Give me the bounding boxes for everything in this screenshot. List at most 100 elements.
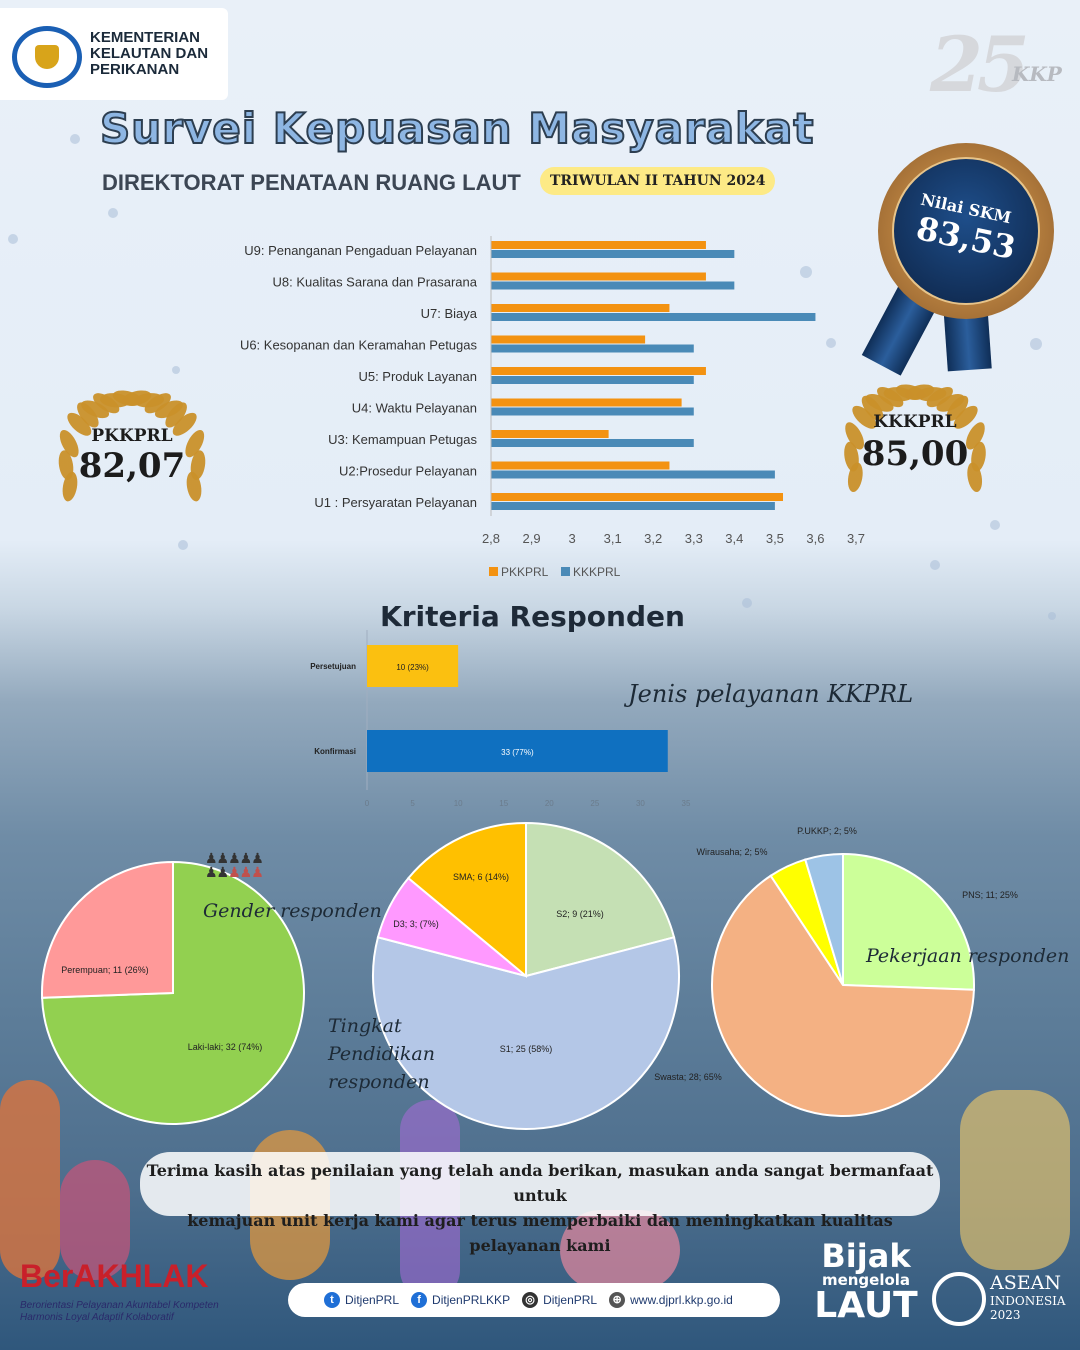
decor-bubble: [178, 540, 188, 550]
decor-bubble: [826, 338, 836, 348]
bar-pkkprl: [491, 461, 670, 470]
category-label: Konfirmasi: [314, 747, 356, 756]
facebook-link[interactable]: f DitjenPRLKKP: [411, 1292, 510, 1308]
pkkprl-laurel: PKKPRL 82,07: [42, 378, 222, 538]
x-tick-label: 3: [568, 531, 575, 546]
laurel-leaf: [77, 402, 99, 428]
data-label: SMA; 6 (14%): [453, 872, 509, 882]
x-tick-label: 3,5: [766, 531, 784, 546]
coral-decor: [0, 1080, 60, 1280]
laurel-leaf: [916, 387, 947, 402]
category-label: U4: Waktu Pelayanan: [352, 401, 477, 416]
kkkprl-value: 85,00: [861, 434, 969, 474]
bijak-mengelola-laut-logo: Bijak mengelola LAUT: [814, 1237, 918, 1326]
education-annotation: Tingkat Pendidikan responden: [328, 1015, 435, 1093]
laurel-leaf: [190, 450, 206, 481]
decor-bubble: [742, 598, 752, 608]
data-label: S1; 25 (58%): [500, 1044, 553, 1054]
bar: [367, 730, 668, 772]
pie-slice: [372, 936, 680, 1130]
laurel-leaf: [59, 429, 79, 458]
bar-pkkprl: [491, 272, 706, 281]
bar-pkkprl: [491, 335, 646, 344]
instagram-link[interactable]: ◎ DitjenPRL: [522, 1292, 597, 1308]
data-label: Laki-laki; 32 (74%): [188, 1042, 263, 1052]
decor-bubble: [1048, 612, 1056, 620]
data-label: Wirausaha; 2; 5%: [696, 847, 767, 857]
bar: [367, 645, 459, 687]
data-label: Perempuan; 11 (26%): [61, 965, 148, 975]
category-label: U2:Prosedur Pelayanan: [339, 464, 477, 479]
ministry-name: KEMENTERIAN KELAUTAN DAN PERIKANAN: [90, 29, 209, 78]
pie-slice: [804, 852, 844, 986]
bar-kkkprl: [491, 470, 775, 479]
bar-pkkprl: [491, 367, 706, 375]
laurel-leaf: [58, 450, 74, 481]
data-label: P.UKKP; 2; 5%: [797, 826, 857, 836]
website-link[interactable]: ⊕ www.djprl.kkp.go.id: [609, 1292, 733, 1308]
legend-swatch-pkkprl: [489, 567, 498, 576]
bar-kkkprl: [491, 250, 735, 258]
ministry-logo: KEMENTERIAN KELAUTAN DAN PERIKANAN: [0, 8, 228, 100]
x-tick-label: 15: [499, 799, 508, 808]
laurel-leaf: [936, 394, 965, 412]
x-tick-label: 3,4: [725, 531, 743, 546]
bar-kkkprl: [491, 344, 694, 353]
bar-pkkprl: [491, 304, 670, 312]
decor-bubble: [1030, 338, 1042, 350]
laurel-leaf: [877, 386, 904, 408]
page-title: Survei Kepuasan Masyarakat: [99, 103, 815, 154]
bar-kkkprl: [491, 407, 694, 416]
laurel-leaf: [112, 390, 143, 406]
laurel-leaf: [895, 384, 926, 400]
laurel-leaf: [845, 422, 864, 450]
x-tick-label: 3,7: [847, 531, 865, 546]
coral-decor: [60, 1160, 130, 1280]
respondent-pie-charts: Laki-laki; 32 (74%) Perempuan; 11 (26%) S2…: [41, 821, 1018, 1130]
x-tick-label: 3,1: [604, 531, 622, 546]
x-tick-label: 3,6: [806, 531, 824, 546]
bar-pkkprl: [491, 493, 783, 501]
gender-annotation: Gender responden: [203, 900, 382, 922]
laurel-leaf: [861, 395, 884, 421]
twitter-link[interactable]: t DitjenPRL: [324, 1292, 399, 1308]
x-tick-label: 3,2: [644, 531, 662, 546]
category-label: U6: Kesopanan dan Keramahan Petugas: [240, 338, 478, 353]
decor-bubble: [172, 366, 180, 374]
service-type-annotation: Jenis pelayanan KKPRL: [628, 680, 914, 708]
bar-pkkprl: [491, 398, 682, 407]
people-icon: ♟♟♟♟♟ ♟♟♟♟♟: [205, 851, 264, 881]
x-tick-label: 20: [545, 799, 554, 808]
legend-label: KKKPRL: [573, 565, 621, 579]
thank-you-message: Terima kasih atas penilaian yang telah a…: [140, 1152, 940, 1255]
data-label: PNS; 11; 25%: [962, 890, 1018, 900]
pie-slice: [41, 860, 174, 999]
pie-slice: [525, 821, 676, 978]
decor-bubble: [70, 134, 80, 144]
berakhlak-logo: BerAKHLAK: [20, 1258, 209, 1294]
x-tick-label: 5: [410, 799, 415, 808]
category-label: Persetujuan: [310, 662, 356, 671]
social-media-bar: t DitjenPRL f DitjenPRLKKP ◎ DitjenPRL ⊕ www…: [288, 1283, 780, 1317]
laurel-wreath-icon: [58, 390, 206, 502]
coral-decor: [960, 1090, 1070, 1270]
laurel-leaf: [966, 422, 985, 450]
service-score-svg: U9: Penanganan Pengaduan Pelayanan U8: Ku…: [240, 236, 865, 579]
bar-kkkprl: [491, 439, 694, 447]
laurel-leaf: [165, 402, 187, 428]
decor-bubble: [800, 266, 812, 278]
bar-kkkprl: [491, 502, 775, 510]
bar-kkkprl: [491, 376, 694, 384]
data-label: S2; 9 (21%): [556, 909, 604, 919]
x-tick-label: 35: [682, 799, 691, 808]
laurel-leaf: [844, 441, 859, 472]
laurel-leaf: [185, 429, 205, 458]
laurel-leaf: [67, 412, 92, 436]
page-subtitle: DIREKTORAT PENATAAN RUANG LAUT: [102, 170, 521, 195]
data-label: Swasta; 28; 65%: [654, 1072, 722, 1082]
decor-bubble: [990, 520, 1000, 530]
laurel-leaf: [852, 405, 877, 429]
coral-decor: [560, 1210, 680, 1290]
category-label: U7: Biaya: [421, 306, 478, 321]
globe-icon: ⊕: [609, 1292, 626, 1308]
